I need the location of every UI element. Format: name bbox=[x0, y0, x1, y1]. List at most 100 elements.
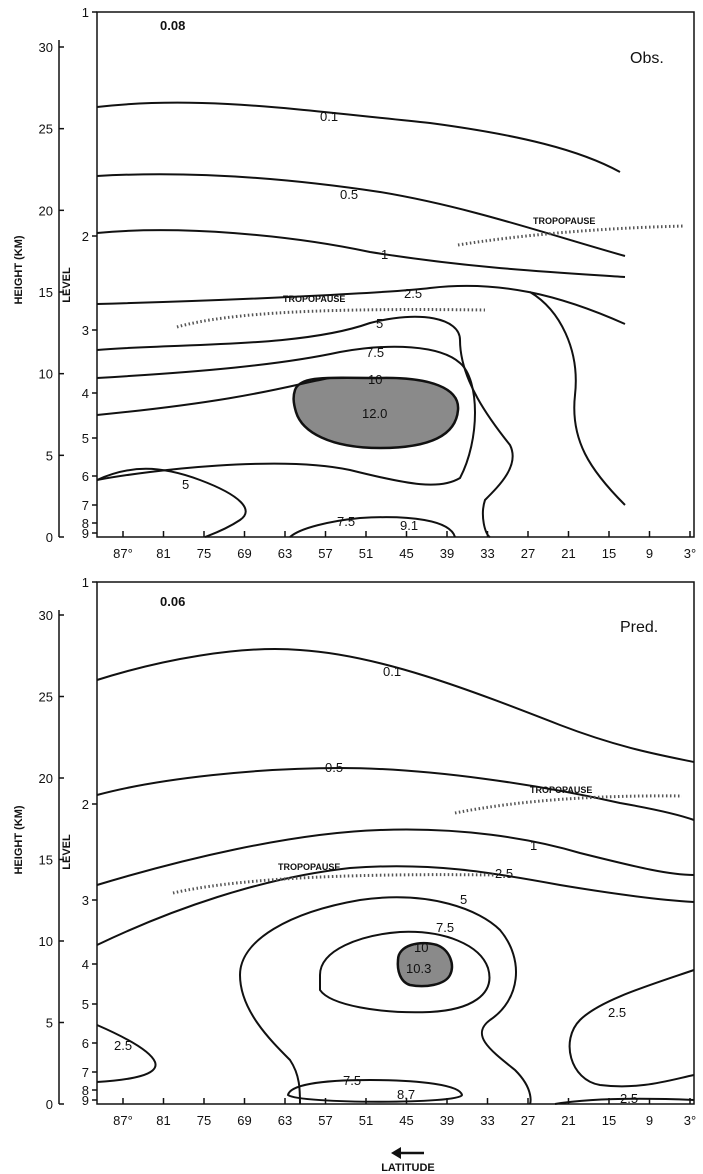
height-tick-label: 0 bbox=[46, 530, 53, 545]
pred-contour-2.5-left bbox=[96, 1024, 157, 1083]
level-tick-label: 7 bbox=[82, 498, 89, 513]
level-tick-label: 4 bbox=[82, 957, 89, 972]
latitude-tick-label: 39 bbox=[440, 546, 454, 561]
level-tick-label: 5 bbox=[82, 431, 89, 446]
obs-height-ticks: 0 5 10 15 20 25 30 bbox=[39, 40, 64, 545]
latitude-tick-label: 9 bbox=[646, 546, 653, 561]
latitude-tick-label: 9 bbox=[646, 1113, 653, 1128]
height-tick-label: 25 bbox=[39, 122, 53, 137]
height-tick-label: 15 bbox=[39, 853, 53, 868]
obs-corner-value: 0.08 bbox=[160, 18, 185, 33]
obs-tropopause-left bbox=[176, 308, 486, 329]
obs-level-ticks: 1 2 3 4 5 6 7 89 bbox=[82, 5, 97, 541]
obs-max-9.1: 9.1 bbox=[400, 518, 418, 533]
obs-label-low-5: 5 bbox=[182, 477, 189, 492]
level-tick-label: 2 bbox=[82, 797, 89, 812]
pred-label-2.5-bottom: 2.5 bbox=[620, 1091, 638, 1106]
obs-tropopause-right bbox=[457, 224, 686, 247]
pred-label-low-7.5: 7.5 bbox=[343, 1073, 361, 1088]
latitude-tick-label: 75 bbox=[197, 1113, 211, 1128]
pred-contour-low-7.5 bbox=[286, 1078, 464, 1103]
level-tick-label: 3 bbox=[82, 893, 89, 908]
pred-contour-2.5-right bbox=[568, 969, 695, 1088]
height-tick-label: 25 bbox=[39, 690, 53, 705]
obs-tropopause-label-left: TROPOPAUSE bbox=[283, 294, 345, 304]
obs-label-10: 10 bbox=[368, 372, 382, 387]
height-tick-label: 10 bbox=[39, 934, 53, 949]
pred-contour-5-left bbox=[239, 974, 301, 1105]
pred-tropopause-label-left: TROPOPAUSE bbox=[278, 862, 340, 872]
height-tick-label: 20 bbox=[39, 203, 53, 218]
latitude-tick-label: 3° bbox=[684, 1113, 696, 1128]
obs-contour-labels: 0.1 0.5 1 2.5 5 7.5 10 5 7.5 12.0 9.1 bbox=[182, 109, 422, 533]
latitude-tick-label: 51 bbox=[359, 546, 373, 561]
latitude-tick-label: 15 bbox=[602, 546, 616, 561]
latitude-arrow-icon bbox=[391, 1147, 424, 1159]
latitude-tick-label: 45 bbox=[399, 1113, 413, 1128]
pred-contour-5 bbox=[239, 896, 532, 1105]
pred-contour-0.5 bbox=[96, 766, 695, 821]
latitude-tick-label: 51 bbox=[359, 1113, 373, 1128]
pred-label-5: 5 bbox=[460, 892, 467, 907]
latitude-tick-label: 21 bbox=[561, 546, 575, 561]
latitude-tick-label: 3° bbox=[684, 546, 696, 561]
obs-panel-label: Obs. bbox=[630, 50, 664, 67]
obs-level-axis-title: LEVEL bbox=[61, 267, 73, 303]
pred-contour-2.5-bottom bbox=[554, 1097, 695, 1105]
latitude-tick-label: 33 bbox=[480, 1113, 494, 1128]
pred-panel-label: Pred. bbox=[620, 619, 658, 636]
pred-tropopause-right bbox=[454, 794, 683, 815]
pred-contour-labels: 0.1 0.5 1 2.5 5 7.5 10 2.5 2.5 2.5 7.5 1… bbox=[114, 664, 638, 1106]
pred-plot-frame bbox=[96, 581, 695, 1105]
latitude-tick-label: 21 bbox=[561, 1113, 575, 1128]
latitude-tick-label: 87° bbox=[113, 1113, 133, 1128]
obs-label-0.5: 0.5 bbox=[340, 187, 358, 202]
pred-label-1: 1 bbox=[530, 838, 537, 853]
latitude-tick-label: 15 bbox=[602, 1113, 616, 1128]
obs-max-12.0: 12.0 bbox=[362, 406, 387, 421]
pred-label-2.5: 2.5 bbox=[495, 866, 513, 881]
pred-label-7.5: 7.5 bbox=[436, 920, 454, 935]
pred-label-2.5-left: 2.5 bbox=[114, 1038, 132, 1053]
obs-contour-10 bbox=[96, 377, 331, 416]
height-tick-label: 30 bbox=[39, 608, 53, 623]
obs-contour-7.5 bbox=[96, 345, 476, 486]
level-tick-label: 1 bbox=[82, 5, 89, 20]
pred-label-10: 10 bbox=[414, 940, 428, 955]
latitude-tick-label: 69 bbox=[237, 1113, 251, 1128]
obs-label-low-7.5: 7.5 bbox=[337, 514, 355, 529]
level-tick-label: 7 bbox=[82, 1065, 89, 1080]
level-tick-label: 9 bbox=[82, 526, 89, 541]
pred-max-10.3: 10.3 bbox=[406, 961, 431, 976]
obs-contour-5 bbox=[96, 315, 514, 538]
obs-contour-low-5 bbox=[96, 467, 247, 538]
obs-contour-1 bbox=[96, 229, 626, 278]
obs-label-0.1: 0.1 bbox=[320, 109, 338, 124]
latitude-tick-label: 27 bbox=[521, 546, 535, 561]
latitude-tick-label: 87° bbox=[113, 546, 133, 561]
obs-tropopause-label-right: TROPOPAUSE bbox=[533, 216, 595, 226]
level-tick-label: 3 bbox=[82, 323, 89, 338]
height-tick-label: 10 bbox=[39, 367, 53, 382]
latitude-tick-label: 57 bbox=[318, 1113, 332, 1128]
height-tick-label: 30 bbox=[39, 40, 53, 55]
pred-contour-1 bbox=[96, 828, 695, 886]
obs-max-shaded-region bbox=[292, 376, 460, 450]
height-tick-label: 5 bbox=[46, 1016, 53, 1031]
latitude-tick-label: 63 bbox=[278, 1113, 292, 1128]
obs-contour-0.1 bbox=[96, 101, 621, 173]
pred-level-ticks: 1 2 3 4 5 6 7 89 bbox=[82, 575, 97, 1108]
latitude-tick-label: 33 bbox=[480, 546, 494, 561]
latitude-tick-label: 27 bbox=[521, 1113, 535, 1128]
latitude-tick-label: 39 bbox=[440, 1113, 454, 1128]
obs-label-2.5: 2.5 bbox=[404, 286, 422, 301]
pred-label-0.1: 0.1 bbox=[383, 664, 401, 679]
level-tick-label: 1 bbox=[82, 575, 89, 590]
level-tick-label: 9 bbox=[82, 1093, 89, 1108]
level-tick-label: 2 bbox=[82, 229, 89, 244]
pred-tropopause-label-right: TROPOPAUSE bbox=[530, 785, 592, 795]
latitude-tick-label: 45 bbox=[399, 546, 413, 561]
